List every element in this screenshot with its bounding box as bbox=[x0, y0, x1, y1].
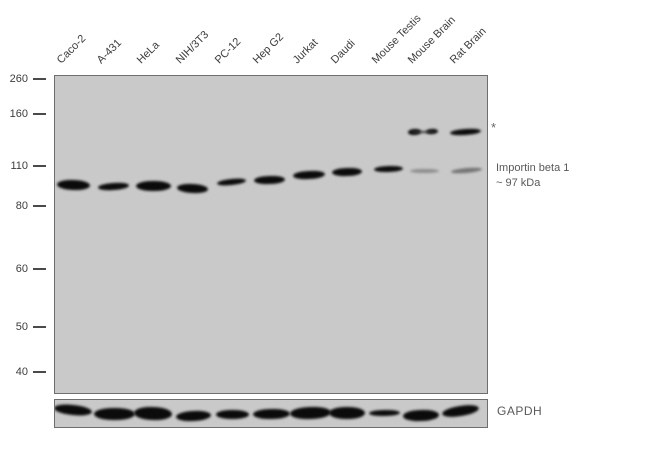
mw-marker-tick bbox=[33, 371, 46, 373]
gapdh-band bbox=[175, 410, 211, 422]
lane-label: Hep G2 bbox=[250, 30, 287, 67]
gapdh-band bbox=[215, 409, 249, 419]
main-blot-panel bbox=[54, 75, 488, 394]
mw-marker-label: 80 bbox=[15, 200, 28, 212]
nonspecific-band bbox=[411, 130, 435, 134]
mw-marker-label: 50 bbox=[15, 321, 28, 333]
nonspecific-band bbox=[449, 127, 481, 137]
mw-marker-label: 110 bbox=[10, 160, 28, 172]
gapdh-band bbox=[252, 408, 290, 420]
target-molecular-weight: ~ 97 kDa bbox=[496, 177, 541, 189]
mw-marker-label: 160 bbox=[9, 108, 28, 120]
importin-band bbox=[253, 175, 285, 185]
lane-label: Jurkat bbox=[290, 36, 321, 67]
target-annotation: Importin beta 1 ~ 97 kDa bbox=[496, 161, 569, 191]
mw-marker-tick bbox=[33, 205, 46, 207]
gapdh-band bbox=[93, 408, 135, 420]
target-protein-label: Importin beta 1 bbox=[496, 162, 570, 174]
mw-marker-tick bbox=[33, 113, 46, 115]
mw-marker-label: 260 bbox=[9, 73, 28, 85]
importin-band bbox=[135, 181, 171, 191]
importin-band bbox=[176, 182, 208, 194]
mw-marker-tick bbox=[33, 78, 46, 80]
gapdh-band bbox=[55, 403, 93, 417]
mw-marker-tick bbox=[33, 326, 46, 328]
importin-band bbox=[292, 170, 326, 180]
lane-label: A-431 bbox=[94, 37, 125, 67]
gapdh-band bbox=[289, 406, 331, 420]
nonspecific-band-asterisk: * bbox=[491, 120, 497, 135]
lane-label: Caco-2 bbox=[54, 32, 89, 67]
lane-label: NIH/3T3 bbox=[173, 28, 212, 67]
lane-label: Daudi bbox=[328, 37, 358, 67]
lane-label: PC-12 bbox=[212, 35, 244, 67]
importin-band bbox=[373, 165, 403, 173]
mw-marker-tick bbox=[33, 268, 46, 270]
mw-marker-label: 60 bbox=[15, 263, 28, 275]
loading-control-panel bbox=[54, 399, 488, 428]
importin-band bbox=[409, 169, 439, 173]
gapdh-band bbox=[368, 409, 400, 417]
lane-label: Rat Brain bbox=[447, 25, 489, 67]
mw-marker-label: 40 bbox=[15, 366, 28, 378]
importin-band bbox=[450, 166, 482, 174]
importin-band bbox=[331, 167, 363, 177]
gapdh-band bbox=[402, 408, 440, 422]
lane-label: HeLa bbox=[134, 39, 162, 67]
gapdh-band bbox=[133, 405, 173, 421]
importin-band bbox=[97, 181, 129, 191]
gapdh-band bbox=[440, 403, 480, 419]
mw-marker-tick bbox=[33, 165, 46, 167]
gapdh-band bbox=[329, 407, 365, 419]
loading-control-label: GAPDH bbox=[497, 404, 543, 418]
importin-band bbox=[56, 179, 90, 191]
importin-band bbox=[216, 177, 246, 187]
